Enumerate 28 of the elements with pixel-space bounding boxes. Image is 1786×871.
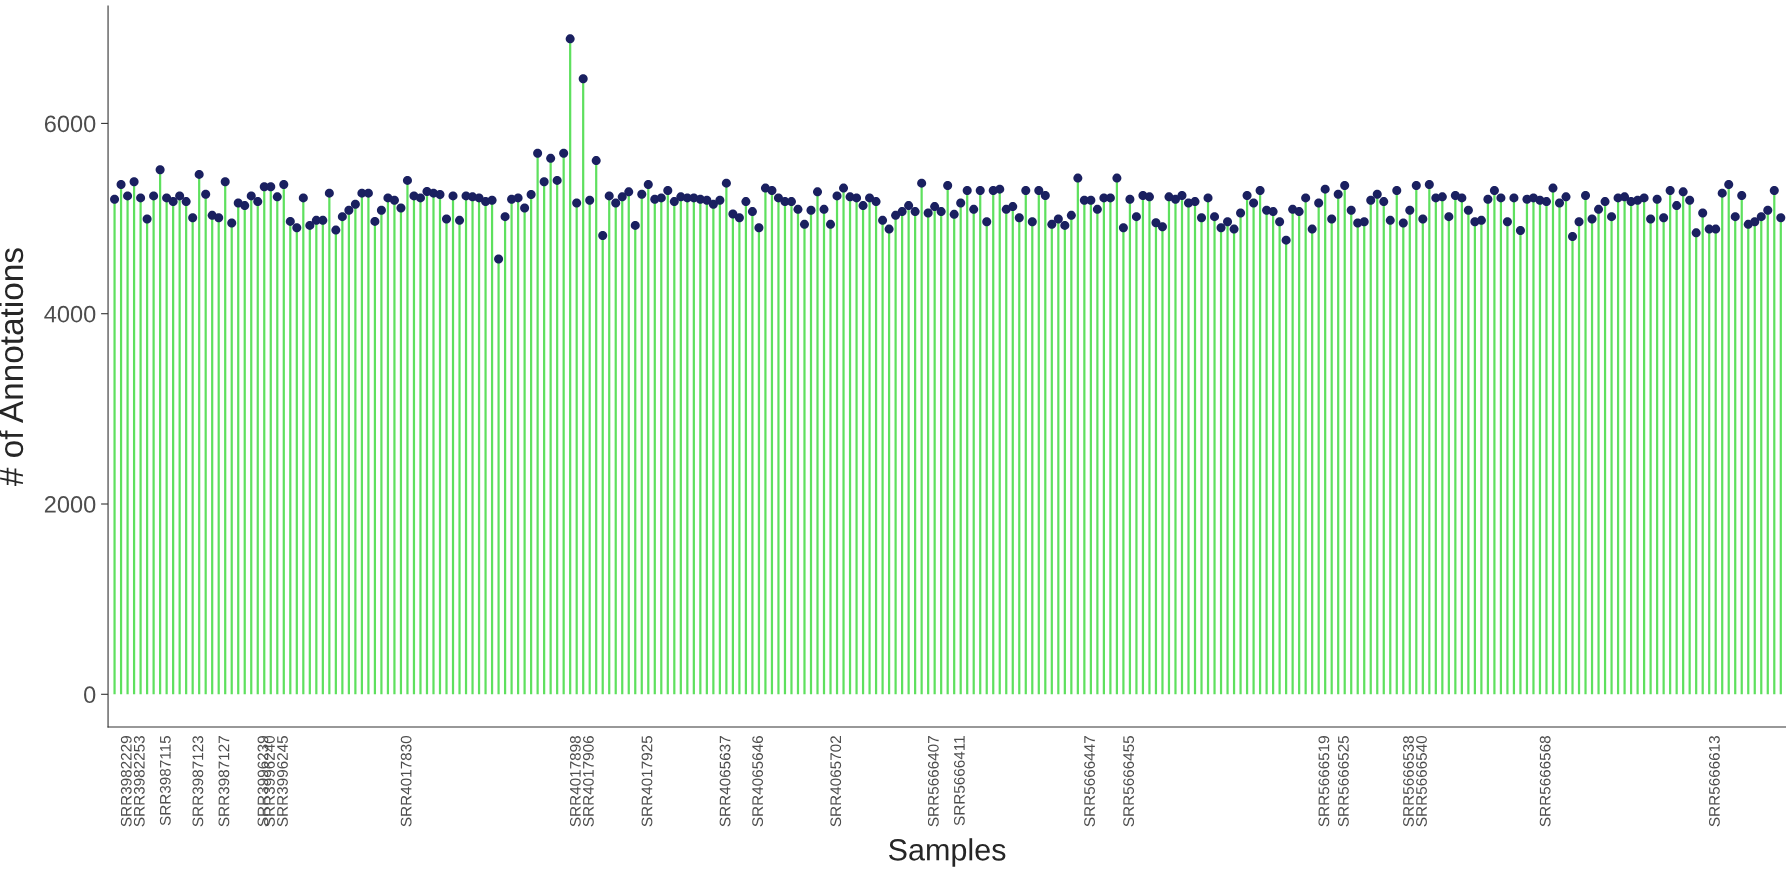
x-tick-label: SRR5666455 [1123,735,1135,827]
x-tick-label: SRR3987115 [159,735,171,826]
x-tick-label: SRR4017898 [569,736,581,827]
x-tick-label: SRR4017906 [582,736,594,827]
x-tick-label: SRR5666407 [927,736,939,827]
x-tick-label: SRR5666525 [1337,735,1349,827]
x-tick-label: SRR5666568 [1539,736,1551,827]
y-tick-label: 0 [84,686,96,704]
y-tick-label: 4000 [44,305,96,323]
x-tick-label: SRR4017830 [400,735,412,827]
x-tick-label: SRR4065646 [752,736,764,827]
x-tick-label: SRR4065702 [830,736,842,827]
y-tick-label: 6000 [44,115,96,133]
x-axis-title: Samples [888,838,1006,867]
x-tick-label: SRR3982229 [120,736,132,827]
x-tick-label: SRR5666519 [1318,736,1330,827]
x-tick-label: SRR5666540 [1416,735,1427,827]
x-tick-label: SRR5666538 [1403,736,1414,827]
x-tick-label: SRR4065637 [719,736,731,827]
x-tick-label: SRR5666411 [953,736,965,826]
x-tick-label: SRR5666447 [1084,736,1095,827]
x-tick-label: SRR3987123 [192,736,204,827]
x-tick-label: SRR3996245 [277,735,288,827]
x-tick-label: SRR3987127 [218,736,230,827]
x-tick-label: SRR4017925 [641,735,653,827]
x-tick-label: SRR3982253 [133,736,145,827]
x-tick-label: SRR5666613 [1708,736,1720,827]
y-tick-label: 2000 [44,496,96,513]
